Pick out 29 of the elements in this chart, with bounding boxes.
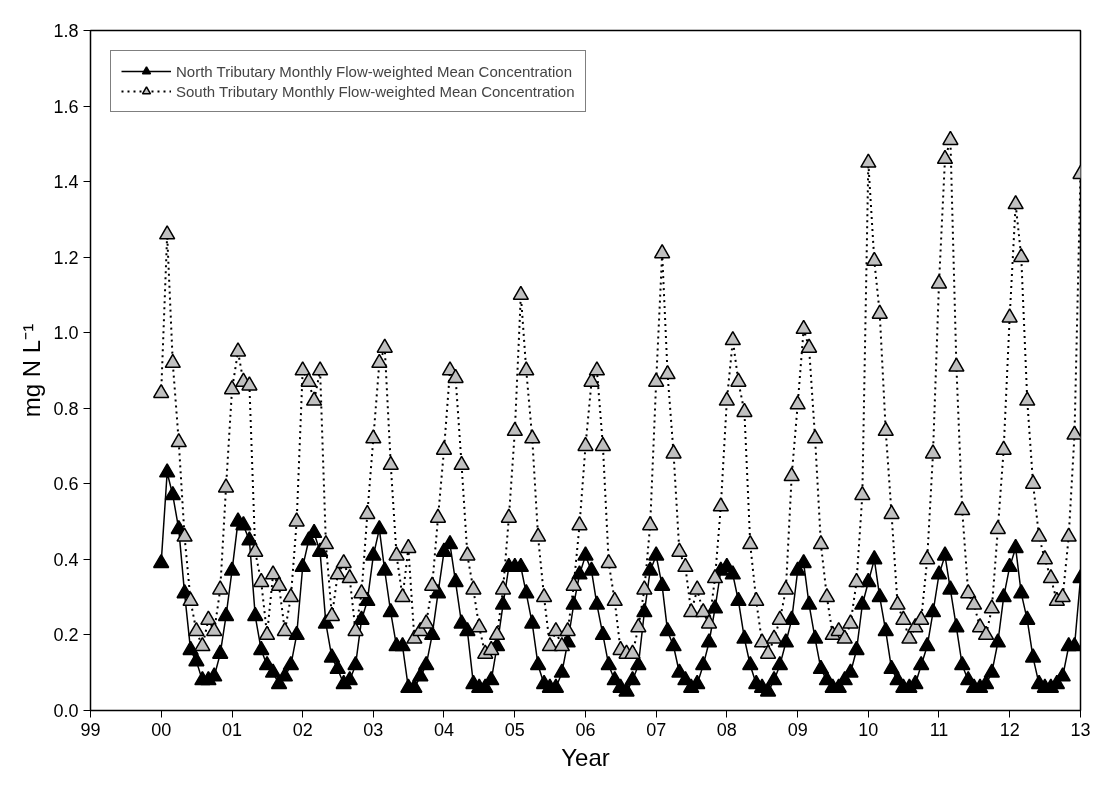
x-tick-label: 02 [292,719,313,740]
x-tick-label: 06 [575,719,596,740]
x-tick-label: 12 [999,719,1020,740]
x-tick-label: 09 [787,719,808,740]
x-tick-label: 00 [151,719,172,740]
x-tick-label: 08 [716,719,737,740]
y-tick-label: 0.2 [53,625,79,646]
y-tick-label: 1.6 [53,96,79,117]
x-tick-label: 10 [858,719,879,740]
y-tick-label: 1.8 [53,21,79,41]
x-tick-label: 03 [363,719,384,740]
y-tick-label: 0.6 [53,474,79,495]
x-tick-label: 07 [646,719,667,740]
y-tick-label: 0.4 [53,549,79,570]
x-tick-label: 99 [80,719,101,740]
legend-label: South Tributary Monthly Flow-weighted Mean Concentration [176,82,575,100]
x-tick-label: 13 [1070,719,1091,740]
x-tick-label: 04 [433,719,455,740]
x-tick-label: 11 [929,719,949,740]
y-tick-label: 0.0 [53,701,79,721]
y-tick-label: 1.4 [53,172,79,193]
y-axis-title: mg N L⁻¹ [18,323,46,418]
y-tick-label: 1.0 [53,323,79,344]
y-tick-label: 0.8 [53,398,79,419]
x-tick-label: 01 [222,719,243,740]
y-tick-label: 1.2 [53,247,79,268]
legend-label: North Tributary Monthly Flow-weighted Mean Concentration [176,62,573,80]
x-tick-label: 05 [504,719,525,740]
x-axis-title: Year [561,743,610,771]
